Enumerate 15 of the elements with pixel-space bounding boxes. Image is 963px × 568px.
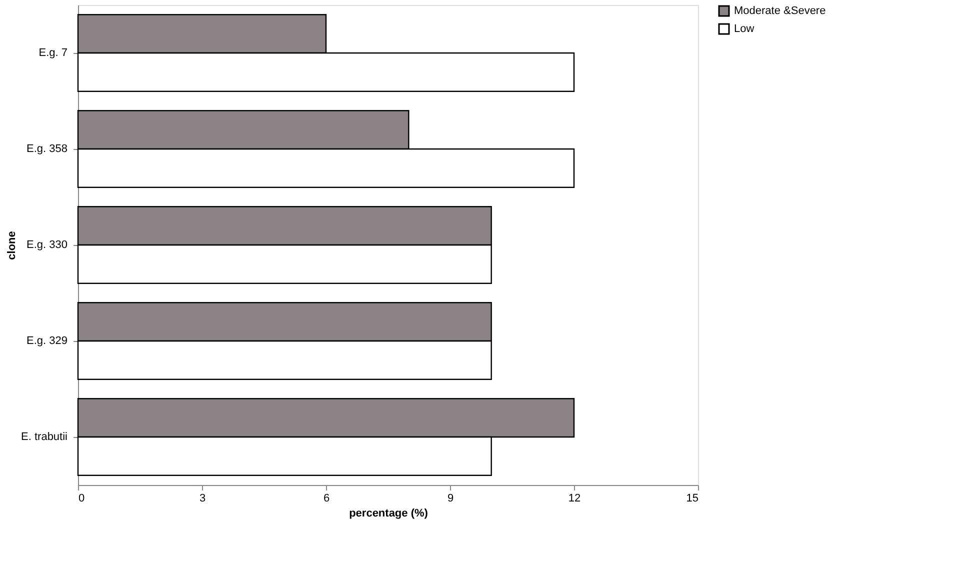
y-tick-label: E.g. 358 (26, 143, 68, 155)
y-tick-label: E.g. 330 (26, 239, 68, 251)
x-tick-label: 12 (568, 492, 581, 504)
x-tick-label: 3 (199, 492, 206, 504)
x-tick-label: 0 (78, 492, 85, 504)
y-tick-label: E. trabutii (21, 431, 68, 443)
y-tick-label: E.g. 329 (26, 335, 68, 347)
x-tick-label: 6 (323, 492, 330, 504)
x-tick-label: 9 (447, 492, 454, 504)
legend-label: Moderate &Severe (734, 5, 826, 17)
legend-label: Low (734, 23, 754, 35)
y-axis-title: clone (6, 231, 18, 260)
x-tick-label: 15 (686, 492, 698, 504)
x-axis-title: percentage (%) (349, 508, 428, 520)
y-tick-label: E.g. 7 (38, 47, 68, 59)
